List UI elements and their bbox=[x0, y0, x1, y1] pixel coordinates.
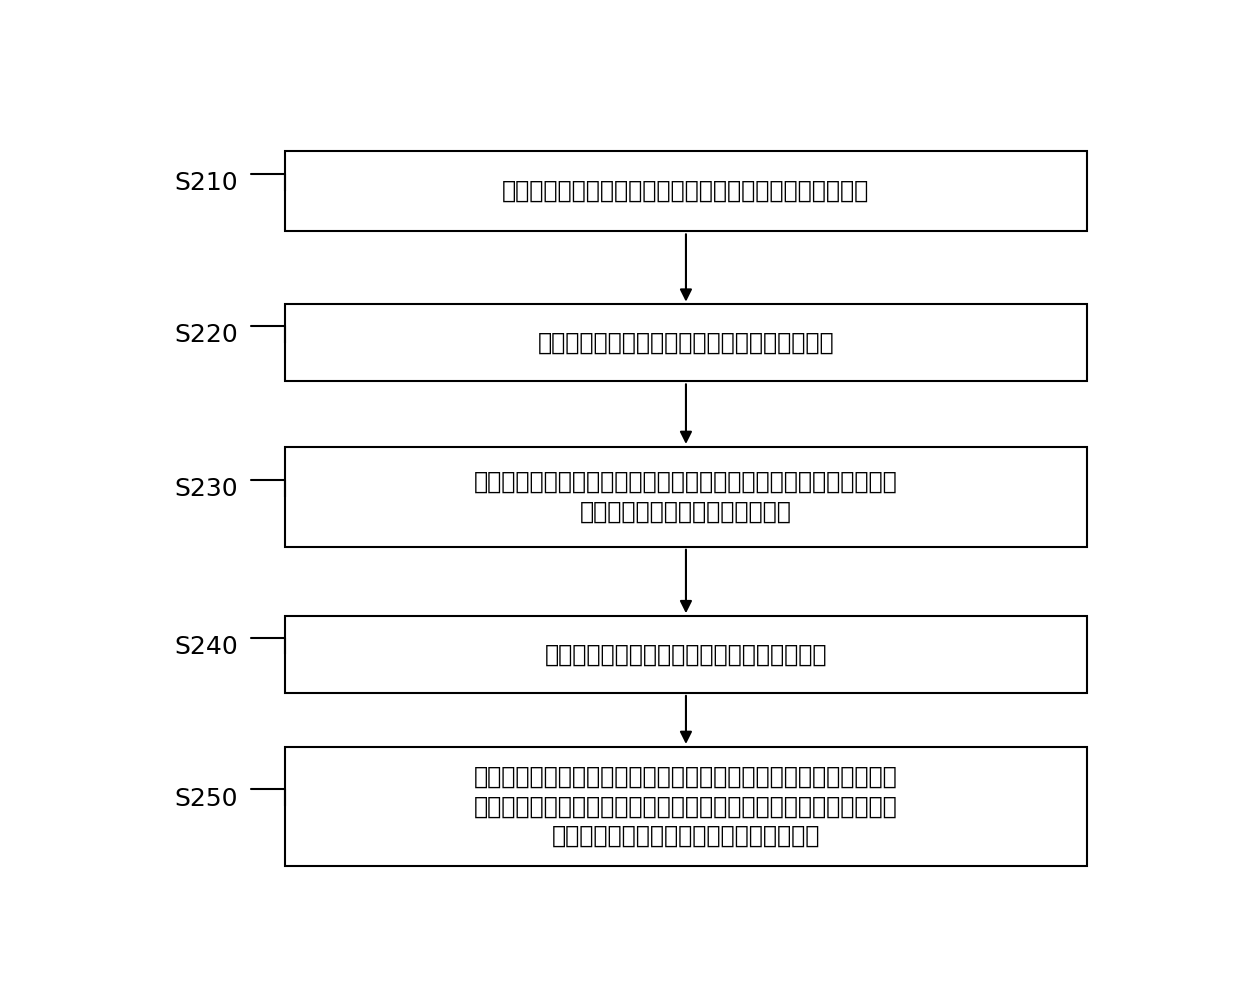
Bar bbox=[285, 151, 1087, 232]
Text: S250: S250 bbox=[174, 787, 238, 811]
Text: 根据多个电池包的故障信息确定未故障的电池包: 根据多个电池包的故障信息确定未故障的电池包 bbox=[538, 331, 835, 355]
Text: S210: S210 bbox=[174, 172, 238, 196]
Text: S240: S240 bbox=[174, 634, 238, 658]
Text: 通过多个电池控制器接收多个电池包的故障信息及剩余电量: 通过多个电池控制器接收多个电池包的故障信息及剩余电量 bbox=[502, 179, 869, 203]
Text: 将所述供电电池包的通信连接的电池控制器的输出信号作为输入到功: 将所述供电电池包的通信连接的电池控制器的输出信号作为输入到功 bbox=[474, 765, 898, 789]
Bar bbox=[285, 616, 1087, 693]
Bar bbox=[285, 305, 1087, 382]
Text: S220: S220 bbox=[174, 324, 238, 348]
Bar bbox=[285, 747, 1087, 866]
Text: 根据所确定的未故障电池包的剩余电量确定剩余电量大于等于预定电: 根据所确定的未故障电池包的剩余电量确定剩余电量大于等于预定电 bbox=[474, 471, 898, 495]
Bar bbox=[285, 447, 1087, 546]
Text: 量阈值的一个或多个准供电电池包: 量阈值的一个或多个准供电电池包 bbox=[580, 500, 792, 523]
Text: 自一个或多个准供电电池包中确定供电电池包: 自一个或多个准供电电池包中确定供电电池包 bbox=[544, 642, 827, 666]
Text: 能模块的一个输入信号，并将所述功能模块的输出信号作为所述供电: 能模块的一个输入信号，并将所述功能模块的输出信号作为所述供电 bbox=[474, 794, 898, 818]
Text: S230: S230 bbox=[174, 478, 238, 501]
Text: 电池包的通信连接的电池控制器的输入信号: 电池包的通信连接的电池控制器的输入信号 bbox=[552, 823, 820, 847]
